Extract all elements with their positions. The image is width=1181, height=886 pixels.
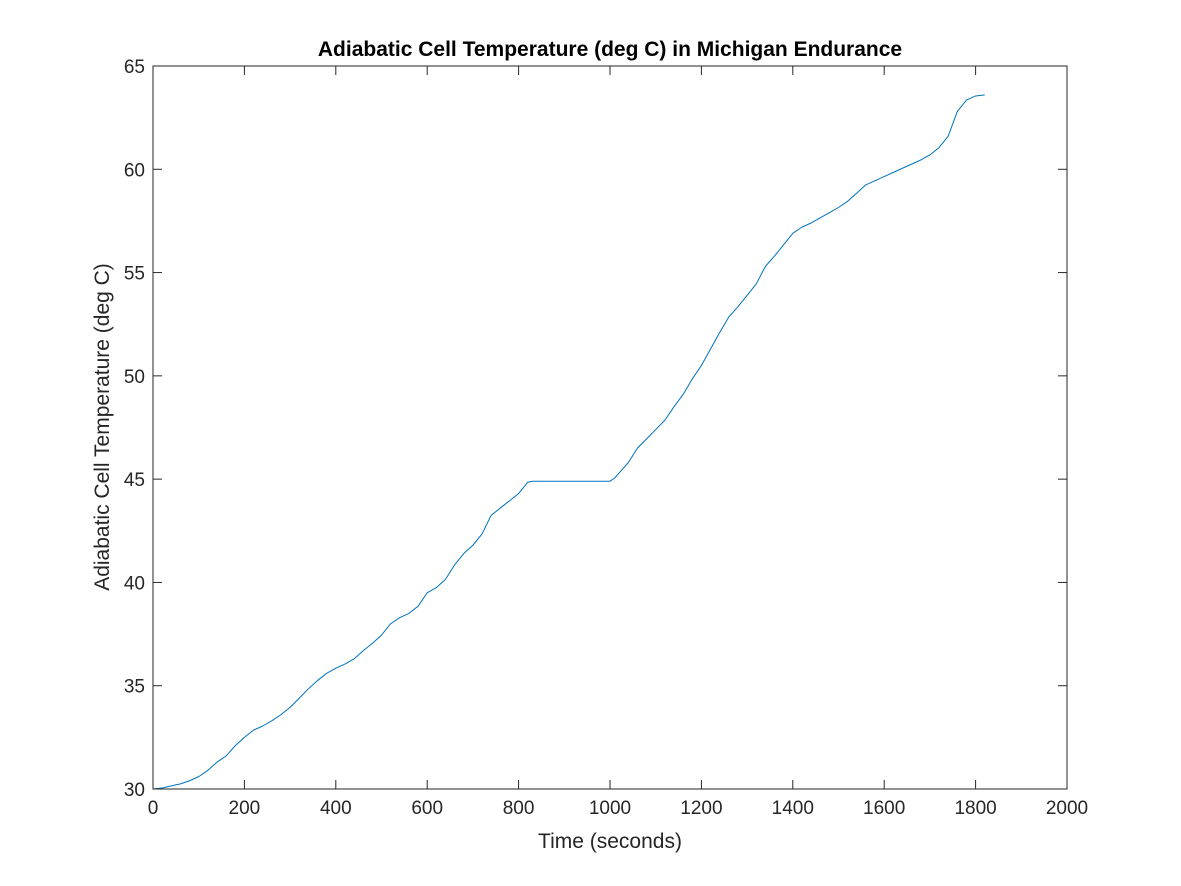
- y-tick-label: 60: [124, 160, 145, 181]
- y-axis-label: Adiabatic Cell Temperature (deg C): [91, 263, 114, 591]
- y-tick-label: 40: [124, 573, 145, 594]
- x-tick-label: 600: [411, 798, 443, 819]
- y-tick-label: 65: [124, 57, 145, 78]
- x-tick-label: 1800: [954, 798, 996, 819]
- y-tick-label: 30: [124, 780, 145, 801]
- x-tick-label: 400: [320, 798, 352, 819]
- plot-background: [153, 66, 1067, 789]
- y-tick-label: 35: [124, 677, 145, 698]
- x-tick-label: 2000: [1046, 798, 1088, 819]
- x-tick-label: 1600: [863, 798, 905, 819]
- x-tick-label: 1000: [589, 798, 631, 819]
- x-tick-label: 1200: [680, 798, 722, 819]
- x-axis-ticks: 0 200 400 600 800 1000 1200 1400 1600 1800 2000: [148, 66, 1088, 819]
- x-tick-label: 1400: [772, 798, 814, 819]
- x-tick-label: 200: [229, 798, 261, 819]
- x-tick-label: 800: [503, 798, 535, 819]
- y-tick-label: 55: [124, 264, 145, 285]
- y-tick-label: 50: [124, 367, 145, 388]
- temperature-series-line: [152, 94, 985, 790]
- chart-title: Adiabatic Cell Temperature (deg C) in Mi…: [318, 38, 902, 61]
- axes-box: [152, 65, 1068, 790]
- y-tick-label: 45: [124, 470, 145, 491]
- x-tick-label: 0: [148, 798, 159, 819]
- x-axis-label: Time (seconds): [538, 830, 682, 853]
- y-axis-ticks: 30 35 40 45 50 55 60 65: [124, 57, 1067, 801]
